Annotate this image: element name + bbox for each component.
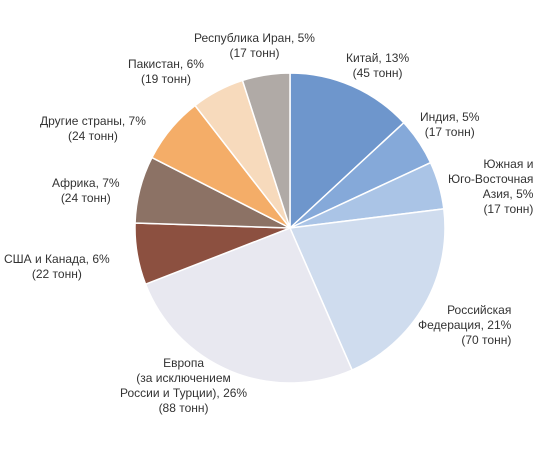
pie-slice-4 (144, 227, 354, 384)
label-usa-main: США и Канада, 6% (4, 252, 110, 266)
label-usa-canada: США и Канада, 6% (22 тонн) (4, 252, 110, 282)
label-africa: Африка, 7% (24 тонн) (52, 176, 120, 206)
label-iran-tonnes: (17 тонн) (229, 46, 280, 60)
pie-slice-9 (241, 72, 291, 229)
pie-slice-0 (289, 72, 405, 230)
label-russia-tonnes: (70 тонн) (461, 333, 512, 347)
label-china-main: Китай, 13% (346, 51, 410, 65)
label-iran: Республика Иран, 5% (17 тонн) (194, 31, 315, 61)
label-china-tonnes: (45 тонн) (352, 66, 403, 80)
label-india: Индия, 5% (17 тонн) (420, 110, 479, 140)
label-usa-tonnes: (22 тонн) (31, 267, 82, 281)
label-sea-line1: Южная и (483, 157, 534, 171)
label-pakistan-tonnes: (19 тонн) (140, 72, 191, 86)
label-europe-line2: (за исключением (136, 371, 231, 385)
label-south-east-asia: Южная и Юго-Восточная Азия, 5% (17 тонн) (448, 157, 533, 217)
label-sea-line2: Юго-Восточная (448, 172, 534, 186)
label-russia-line1: Российская (447, 303, 512, 317)
label-europe-line1: Европа (163, 356, 204, 370)
label-africa-tonnes: (24 тонн) (60, 191, 111, 205)
label-europe-line3: России и Турции), 26% (120, 386, 248, 400)
label-russia-line2: Федерация, 21% (418, 318, 512, 332)
label-other-main: Другие страны, 7% (40, 114, 146, 128)
label-africa-main: Африка, 7% (52, 176, 120, 190)
label-india-main: Индия, 5% (420, 110, 480, 124)
label-europe-tonnes: (88 тонн) (158, 401, 209, 415)
label-russia: Российская Федерация, 21% (70 тонн) (418, 303, 511, 348)
label-india-tonnes: (17 тонн) (424, 125, 475, 139)
label-other-tonnes: (24 тонн) (67, 129, 118, 143)
label-iran-main: Республика Иран, 5% (194, 31, 315, 45)
label-europe: Европа (за исключением России и Турции),… (120, 356, 247, 416)
label-pakistan-main: Пакистан, 6% (128, 57, 204, 71)
label-china: Китай, 13% (45 тонн) (346, 51, 409, 81)
label-sea-tonnes: (17 тонн) (483, 202, 534, 216)
label-other-countries: Другие страны, 7% (24 тонн) (40, 114, 146, 144)
pie-slice-3 (288, 208, 446, 372)
label-sea-line3: Азия, 5% (482, 187, 534, 201)
label-pakistan: Пакистан, 6% (19 тонн) (128, 57, 204, 87)
